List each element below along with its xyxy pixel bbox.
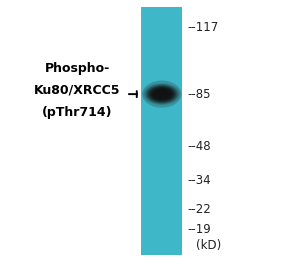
- Text: --34: --34: [188, 174, 211, 187]
- Ellipse shape: [146, 85, 177, 103]
- Ellipse shape: [152, 88, 171, 100]
- Text: --117: --117: [188, 21, 219, 34]
- Text: --22: --22: [188, 202, 211, 216]
- Text: --19: --19: [188, 223, 211, 237]
- Text: Ku80/XRCC5: Ku80/XRCC5: [34, 84, 120, 97]
- Ellipse shape: [151, 87, 173, 101]
- Text: (kD): (kD): [196, 239, 221, 252]
- Ellipse shape: [143, 83, 181, 105]
- Ellipse shape: [154, 89, 170, 99]
- Ellipse shape: [148, 86, 176, 102]
- Text: (pThr714): (pThr714): [42, 106, 112, 119]
- Ellipse shape: [145, 84, 179, 104]
- Text: --85: --85: [188, 88, 211, 101]
- Text: Phospho-: Phospho-: [44, 62, 110, 74]
- Ellipse shape: [149, 87, 175, 102]
- FancyBboxPatch shape: [142, 7, 182, 255]
- Text: --48: --48: [188, 140, 211, 153]
- Ellipse shape: [142, 81, 181, 108]
